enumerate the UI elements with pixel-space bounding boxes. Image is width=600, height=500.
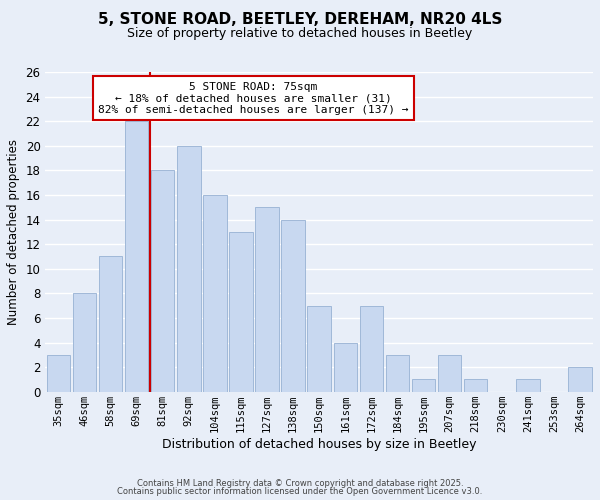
- Text: Size of property relative to detached houses in Beetley: Size of property relative to detached ho…: [127, 28, 473, 40]
- Bar: [438, 355, 461, 392]
- Bar: [516, 380, 539, 392]
- Bar: [99, 256, 122, 392]
- X-axis label: Distribution of detached houses by size in Beetley: Distribution of detached houses by size …: [162, 438, 476, 450]
- Bar: [125, 121, 148, 392]
- Text: Contains HM Land Registry data © Crown copyright and database right 2025.: Contains HM Land Registry data © Crown c…: [137, 478, 463, 488]
- Text: Contains public sector information licensed under the Open Government Licence v3: Contains public sector information licen…: [118, 487, 482, 496]
- Text: 5, STONE ROAD, BEETLEY, DEREHAM, NR20 4LS: 5, STONE ROAD, BEETLEY, DEREHAM, NR20 4L…: [98, 12, 502, 28]
- Bar: [568, 367, 592, 392]
- Text: 5 STONE ROAD: 75sqm
← 18% of detached houses are smaller (31)
82% of semi-detach: 5 STONE ROAD: 75sqm ← 18% of detached ho…: [98, 82, 409, 114]
- Bar: [203, 195, 227, 392]
- Bar: [281, 220, 305, 392]
- Bar: [177, 146, 200, 392]
- Bar: [359, 306, 383, 392]
- Y-axis label: Number of detached properties: Number of detached properties: [7, 139, 20, 325]
- Bar: [47, 355, 70, 392]
- Bar: [229, 232, 253, 392]
- Bar: [151, 170, 175, 392]
- Bar: [386, 355, 409, 392]
- Bar: [307, 306, 331, 392]
- Bar: [464, 380, 487, 392]
- Bar: [73, 294, 96, 392]
- Bar: [256, 207, 279, 392]
- Bar: [412, 380, 435, 392]
- Bar: [334, 342, 357, 392]
